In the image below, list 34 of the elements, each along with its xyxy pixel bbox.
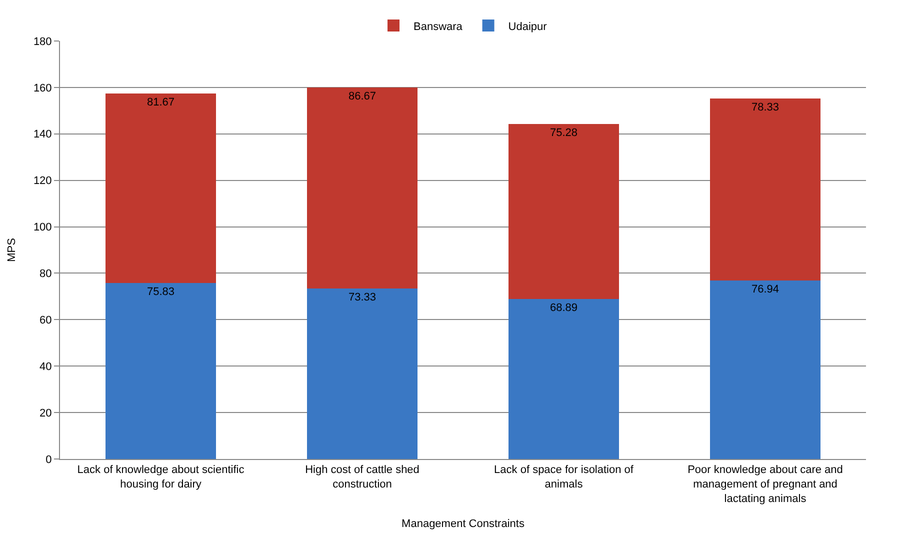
bar xyxy=(306,288,418,459)
y-tick-label: 0 xyxy=(46,454,52,466)
data-label: 75.28 xyxy=(550,127,578,140)
data-label: 81.67 xyxy=(146,96,175,108)
bar xyxy=(508,299,620,459)
legend-label: Udaipur xyxy=(508,20,548,33)
legend-label: Banswara xyxy=(414,20,464,33)
x-tick-label: Poor knowledge about care and management of pregnant and lactating animals xyxy=(688,464,843,505)
data-label: 76.94 xyxy=(751,283,780,296)
y-tick-label: 160 xyxy=(33,82,52,94)
y-tick-label: 80 xyxy=(40,268,52,280)
data-label: 78.33 xyxy=(751,101,780,114)
x-tick-label: Lack of space for isolation of animals xyxy=(494,464,634,490)
y-tick-label: 180 xyxy=(33,36,52,48)
x-tick-label: High cost of cattle shed construction xyxy=(305,464,420,490)
bar xyxy=(306,87,418,289)
data-label: 86.67 xyxy=(348,90,376,102)
y-tick-label: 120 xyxy=(33,175,52,188)
data-label: 75.83 xyxy=(146,286,175,298)
y-axis-title: MPS xyxy=(6,238,18,262)
bar xyxy=(105,93,216,283)
y-tick-label: 60 xyxy=(40,314,52,327)
data-label: 68.89 xyxy=(550,302,578,314)
bar xyxy=(710,280,821,459)
y-tick-label: 100 xyxy=(33,222,52,234)
y-tick-label: 140 xyxy=(33,128,52,141)
x-tick-label: Lack of knowledge about scientific housing for dairy xyxy=(77,464,245,490)
bar xyxy=(710,98,821,280)
y-tick-label: 40 xyxy=(40,360,52,373)
bar xyxy=(105,282,216,459)
x-axis-title: Management Constraints xyxy=(402,518,525,530)
y-tick-label: 20 xyxy=(40,407,52,420)
bar xyxy=(508,124,620,300)
data-label: 73.33 xyxy=(348,292,376,304)
